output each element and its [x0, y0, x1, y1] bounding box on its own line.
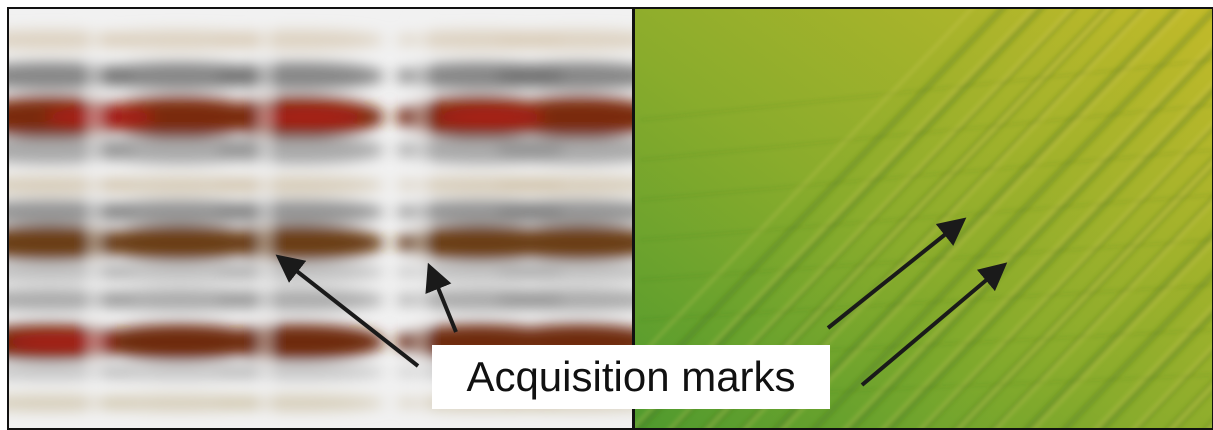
reflector — [215, 226, 385, 260]
gap — [259, 20, 271, 420]
reflector-core — [435, 108, 545, 126]
gap — [89, 20, 101, 420]
reflector-core — [255, 108, 365, 126]
reflector — [215, 324, 385, 360]
page: Acquisition marks (() => { const data = … — [0, 0, 1213, 430]
reflector — [215, 177, 385, 193]
gap — [414, 20, 426, 420]
reflector — [215, 30, 385, 50]
reflector — [215, 136, 385, 164]
figure: Acquisition marks — [0, 0, 1213, 430]
reflector — [215, 200, 385, 224]
reflector — [215, 364, 385, 380]
reflector — [215, 395, 385, 411]
reflector — [215, 62, 385, 90]
reflector — [215, 289, 385, 311]
annotation-label: Acquisition marks — [466, 353, 795, 400]
